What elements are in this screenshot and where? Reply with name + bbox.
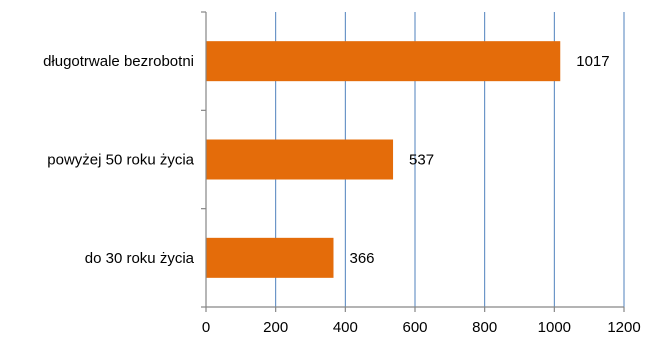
x-tick-label-800: 800 <box>472 319 497 336</box>
x-tick-label-400: 400 <box>333 319 358 336</box>
category-label-1: powyżej 50 roku życia <box>47 152 194 169</box>
axes <box>201 11 625 312</box>
bar-0 <box>206 41 561 82</box>
labels: 1017 długotrwale bezrobotni 537 powyżej 50 … <box>43 53 641 336</box>
x-tick-label-1200: 1200 <box>607 319 640 336</box>
bar-1 <box>206 139 394 180</box>
data-label-2: 366 <box>349 250 374 267</box>
data-label-1: 537 <box>409 152 434 169</box>
category-label-2: do 30 roku życia <box>85 250 195 267</box>
x-tick-label-1000: 1000 <box>538 319 571 336</box>
x-tick-label-200: 200 <box>263 319 288 336</box>
x-tick-label-0: 0 <box>202 319 210 336</box>
bars <box>206 41 561 278</box>
x-tick-label-600: 600 <box>402 319 427 336</box>
category-label-0: długotrwale bezrobotni <box>43 53 194 70</box>
bar-2 <box>206 237 334 278</box>
data-label-0: 1017 <box>576 53 609 70</box>
